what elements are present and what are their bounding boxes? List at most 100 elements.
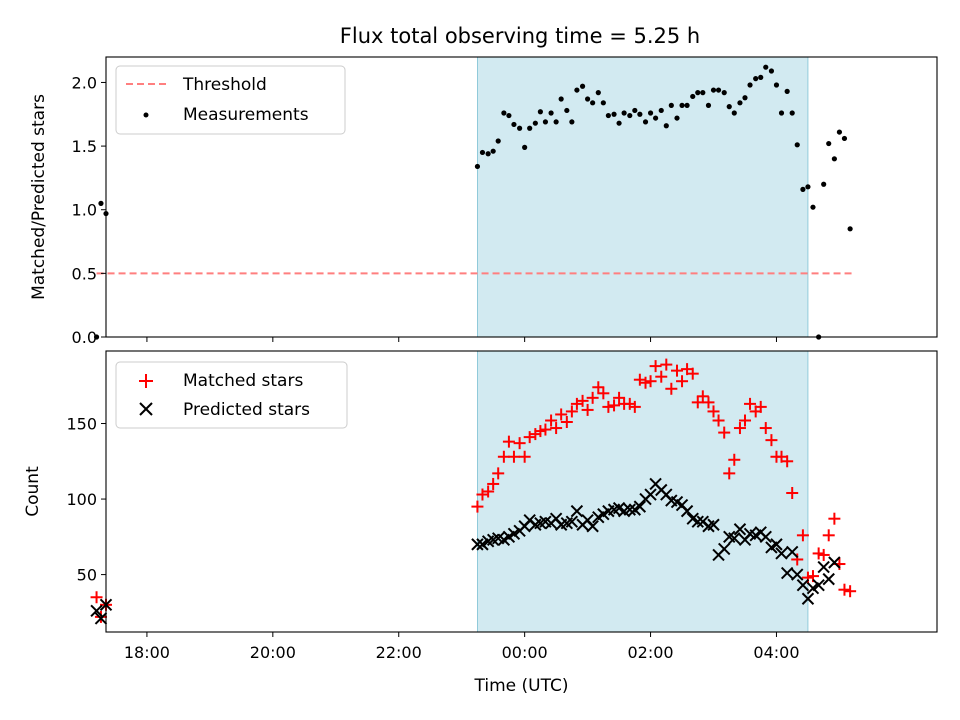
x-axis-label: Time (UTC) [474,676,569,696]
predicted-star-marker [817,560,830,574]
x-tick-label: 22:00 [376,643,422,662]
measurement-point [506,112,512,119]
matched-star-marker [765,434,778,447]
matched-star-marker [707,405,720,418]
count-legend: Matched stars Predicted stars [115,361,348,429]
matched-star-marker [482,485,495,498]
measurement-point [616,120,622,126]
predicted-star-marker [586,520,599,533]
matched-star-marker [534,425,547,438]
matched-star-marker [733,422,746,435]
matched-star-marker [822,529,835,542]
matched-star-marker [597,387,610,400]
y-tick-label: 1.5 [72,137,97,156]
measurement-point [768,68,775,74]
measurement-point [747,82,753,88]
measurement-point [627,112,633,119]
measurement-point [542,119,549,125]
measurement-point [501,110,507,116]
matched-star-marker [539,423,552,436]
measurement-point [668,102,674,108]
matched-star-marker [844,585,857,598]
measurement-point [564,107,570,114]
measurement-point [731,110,737,116]
measurement-point [847,226,853,232]
count-axes-frame [105,350,938,633]
measurement-point [674,115,680,121]
y-tick-label: 0.5 [72,264,97,283]
measurement-point [726,104,732,110]
matched-star-marker [702,396,715,409]
measurement-point [836,129,843,135]
matched-star-marker [502,435,515,448]
matched-star-marker [471,500,484,513]
matched-star-marker [592,381,605,394]
predicted-star-marker [801,592,815,605]
predicted-star-marker [780,566,794,580]
measurement-point [642,119,649,125]
measurement-point [658,107,664,114]
count-y-ticks: 50 100 150 [66,415,106,585]
matched-star-marker [576,394,589,407]
measurement-points [93,64,853,340]
observing-window-span [477,56,809,338]
matched-star-marker [487,477,500,490]
matched-star-marker [801,571,814,584]
matched-star-marker [718,426,731,439]
ratio-x-ticks [146,337,777,342]
predicted-star-marker [570,504,584,518]
matched-star-marker [817,548,830,561]
measurement-point [485,151,491,157]
measurement-point [763,64,769,70]
matched-star-marker [644,375,657,388]
legend-matched-swatch [139,374,153,388]
matched-star-marker [518,450,531,463]
measurement-point [532,120,538,126]
matched-star-marker [565,405,578,418]
predicted-star-marker [785,545,799,559]
measurement-point [794,142,800,148]
measurement-point [98,200,104,206]
measurement-point [831,156,837,162]
measurement-point [695,90,701,96]
measurement-point [652,115,659,121]
predicted-star-marker [691,515,704,528]
matched-star-marker [513,437,526,450]
legend-measurements-swatch [143,112,149,118]
predicted-star-marker [775,547,788,560]
measurement-point [773,82,780,88]
measurement-point [679,102,685,108]
ratio-legend: Threshold Measurements [115,65,346,135]
matched-star-marker [838,583,851,596]
predicted-star-marker [565,515,579,528]
measurement-point [553,119,559,125]
measurement-point [784,88,790,94]
x-tick-label: 20:00 [250,643,296,662]
measurement-point [611,111,617,117]
predicted-star-marker [94,612,108,625]
matched-star-marker [492,467,505,480]
matched-star-marker [497,450,510,463]
measurement-point [663,123,669,129]
legend-matched-label: Matched stars [183,371,303,391]
observing-window-span [477,350,809,633]
measurement-point [579,83,586,89]
matched-star-marker [670,364,683,377]
y-tick-label: 1.0 [72,201,97,220]
measurement-point [789,110,795,116]
measurement-point [841,135,848,142]
matched-star-marker [602,400,615,413]
ratio-axes-frame [105,56,938,338]
measurement-point [605,112,611,119]
predicted-star-marker [728,532,741,545]
measurement-point [558,96,564,102]
matched-star-marker [676,375,689,388]
matched-star-marker [545,414,558,427]
ratio-y-ticks: 0.0 0.5 1.0 1.5 2.0 [72,73,106,347]
predicted-star-marker [822,572,835,586]
x-tick-label: 00:00 [502,643,548,662]
predicted-star-marker [759,530,772,544]
legend-predicted-label: Predicted stars [183,400,310,420]
predicted-star-marker [680,504,694,518]
